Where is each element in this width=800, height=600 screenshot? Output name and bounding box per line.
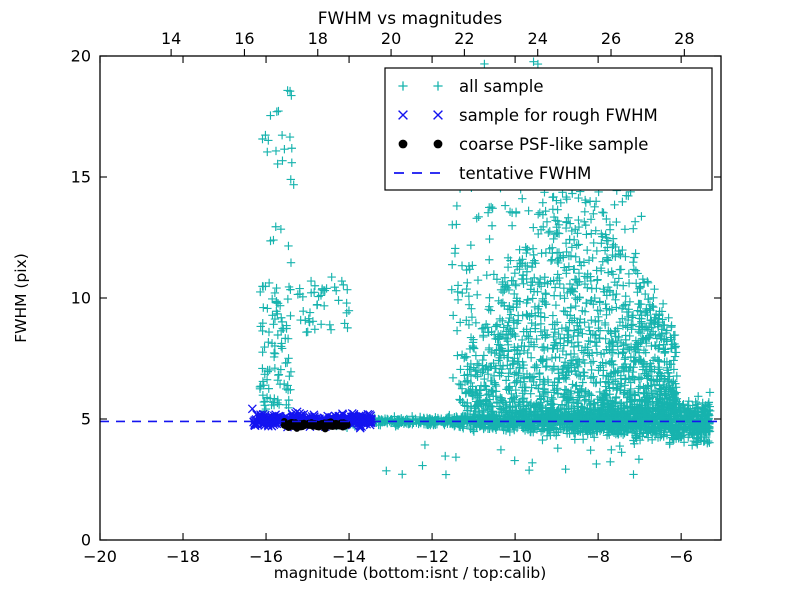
y-tick-label: 15 (71, 168, 91, 187)
legend-label: sample for rough FWHM (459, 106, 658, 125)
x-tick-label-top: 16 (234, 29, 254, 48)
x-tick-label-top: 20 (381, 29, 401, 48)
x-tick-label: −16 (249, 547, 283, 566)
legend-entry[interactable]: sample for rough FWHM (398, 106, 658, 125)
legend-o-marker-icon (398, 139, 443, 149)
x-tick-label: −14 (332, 547, 366, 566)
y-axis-label: FWHM (pix) (12, 253, 30, 343)
chart-legend[interactable]: all sample sample for rough FWHM coarse PS… (384, 67, 713, 191)
series-all-sample-points (255, 57, 715, 479)
legend-label: coarse PSF-like sample (459, 135, 648, 154)
legend-background (384, 67, 713, 191)
chart-title: FWHM vs magnitudes (318, 9, 503, 29)
x-axis-top-ticks: 14 16 18 20 22 24 26 28 (161, 29, 695, 56)
legend-entry-list: all sample sample for rough FWHM coarse PS… (394, 77, 658, 183)
x-tick-label-top: 22 (454, 29, 474, 48)
y-axis-ticks: 0 5 10 15 20 (71, 47, 721, 550)
x-tick-label: −8 (586, 547, 610, 566)
x-tick-label: −6 (669, 547, 693, 566)
y-tick-label: 0 (81, 531, 91, 550)
legend-+-marker-icon (398, 81, 443, 91)
x-tick-label: −18 (166, 547, 200, 566)
x-tick-label-top: 14 (161, 29, 181, 48)
legend-label: all sample (459, 77, 544, 96)
legend-label: tentative FWHM (459, 164, 591, 183)
legend-x-marker-icon (398, 110, 443, 120)
x-tick-label-top: 24 (528, 29, 548, 48)
x-axis-bottom-ticks: −20 −18 −16 −14 −12 −10 −8 −6 (83, 56, 693, 566)
x-tick-label-top: 18 (308, 29, 328, 48)
x-tick-label-top: 26 (601, 29, 621, 48)
x-tick-label-top: 28 (674, 29, 694, 48)
y-tick-label: 5 (81, 410, 91, 429)
legend-entry[interactable]: all sample (398, 77, 544, 96)
x-tick-label: −10 (498, 547, 532, 566)
legend-entry[interactable]: tentative FWHM (394, 164, 591, 183)
x-tick-label: −12 (415, 547, 449, 566)
x-tick-label: −20 (83, 547, 117, 566)
y-tick-label: 20 (71, 47, 91, 66)
legend-entry[interactable]: coarse PSF-like sample (398, 135, 649, 154)
y-tick-label: 10 (71, 289, 91, 308)
x-axis-label: magnitude (bottom:isnt / top:calib) (274, 564, 547, 582)
